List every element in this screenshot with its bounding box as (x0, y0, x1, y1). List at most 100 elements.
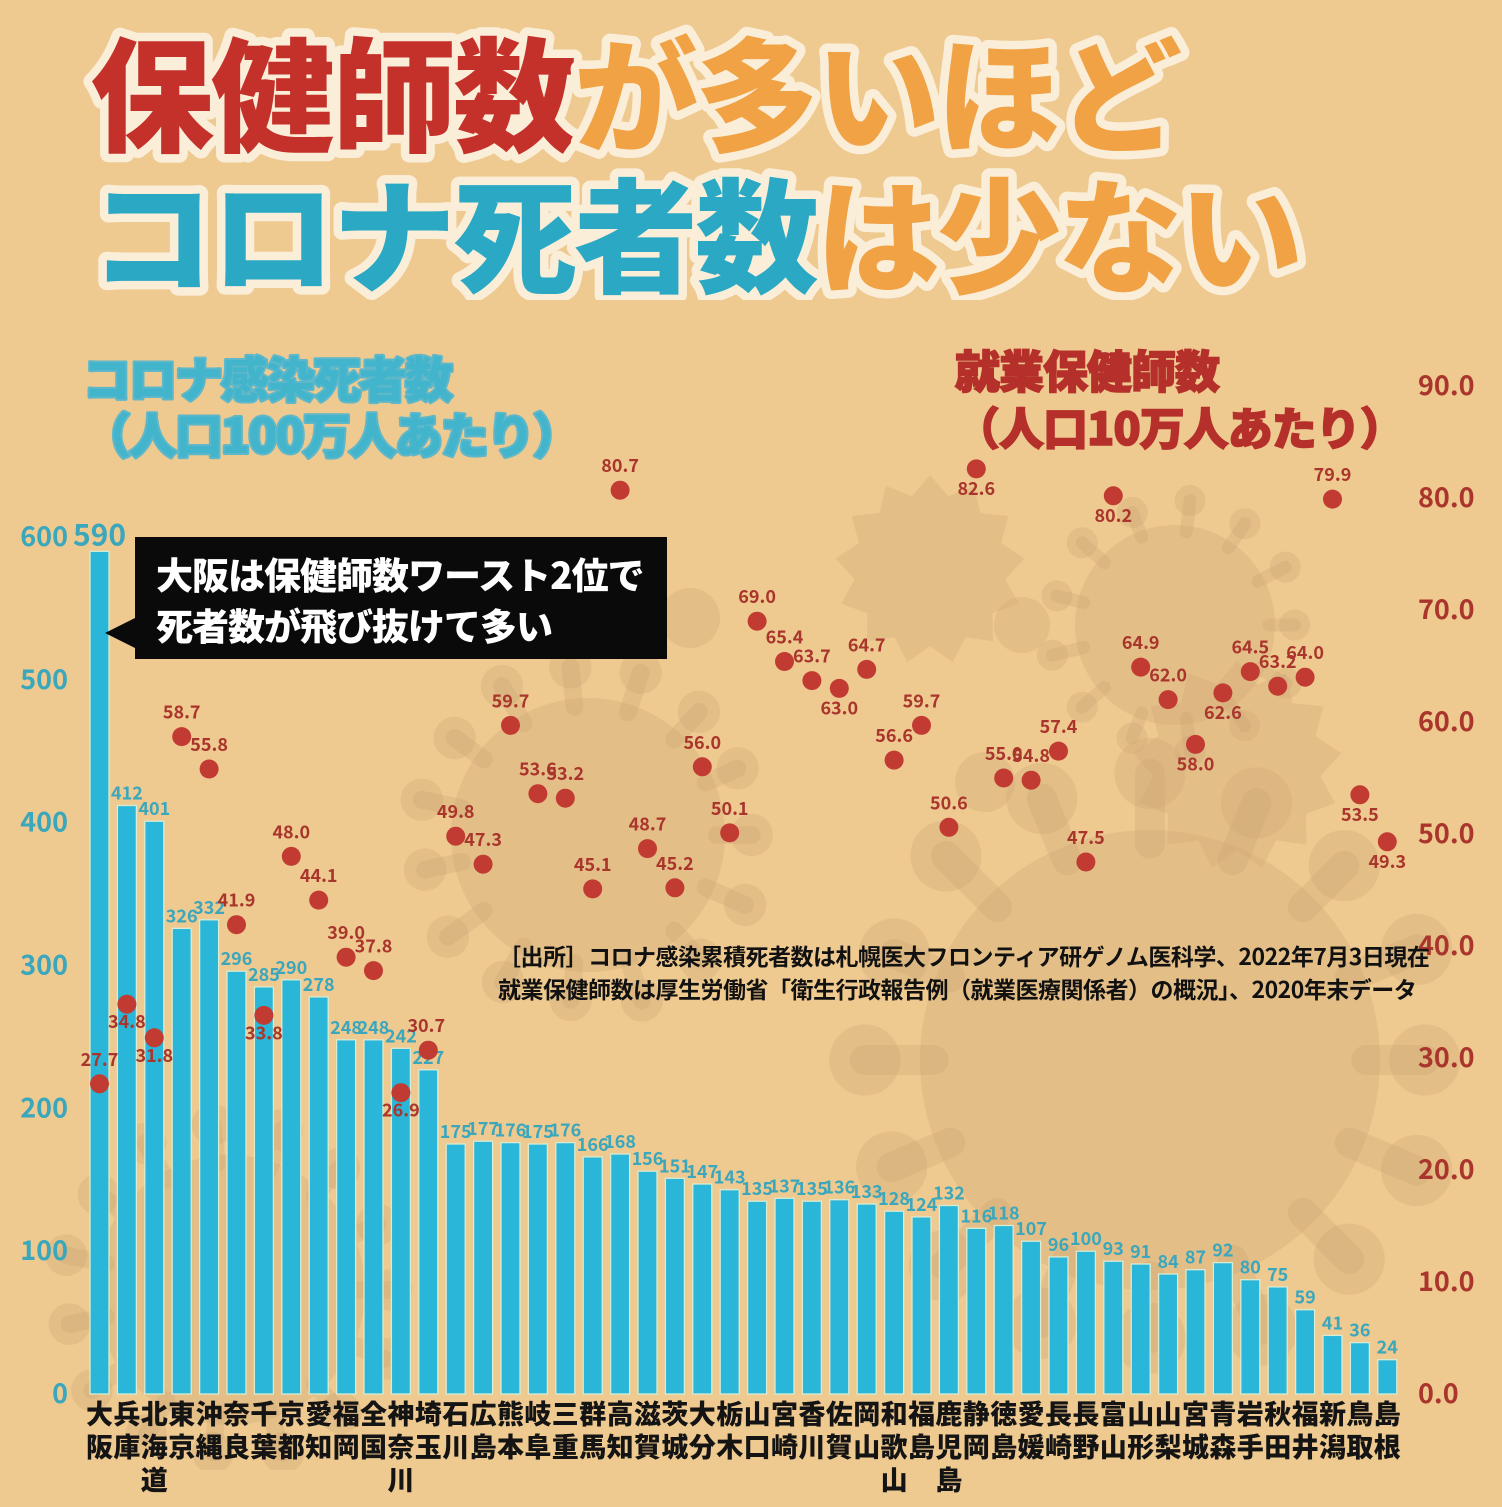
svg-text:401: 401 (138, 795, 170, 821)
svg-text:27.7: 27.7 (81, 1046, 119, 1072)
svg-text:100: 100 (20, 1229, 68, 1268)
svg-text:取: 取 (1346, 1426, 1373, 1465)
svg-text:縄: 縄 (196, 1426, 223, 1465)
svg-text:50.0: 50.0 (1418, 812, 1475, 851)
svg-text:84: 84 (1157, 1248, 1179, 1274)
svg-text:島: 島 (908, 1426, 935, 1465)
svg-text:知: 知 (305, 1426, 332, 1465)
svg-text:41: 41 (1322, 1309, 1343, 1335)
svg-text:木: 木 (716, 1426, 743, 1465)
svg-text:岡: 岡 (963, 1426, 990, 1465)
svg-text:媛: 媛 (1018, 1426, 1045, 1465)
svg-text:63.7: 63.7 (793, 643, 831, 669)
svg-text:200: 200 (20, 1086, 68, 1125)
svg-text:道: 道 (141, 1459, 168, 1498)
svg-text:48.0: 48.0 (272, 818, 310, 844)
svg-text:山: 山 (881, 1459, 908, 1498)
svg-text:阪: 阪 (86, 1426, 113, 1465)
svg-text:山: 山 (853, 1426, 880, 1465)
svg-text:梨: 梨 (1155, 1426, 1182, 1465)
svg-text:分: 分 (689, 1426, 716, 1465)
svg-text:49.3: 49.3 (1368, 848, 1406, 874)
svg-text:59.7: 59.7 (492, 687, 530, 713)
svg-text:53.2: 53.2 (546, 760, 584, 786)
svg-text:34.8: 34.8 (108, 1008, 146, 1034)
svg-text:潟: 潟 (1319, 1426, 1346, 1465)
svg-text:50.1: 50.1 (711, 795, 749, 821)
svg-text:75: 75 (1267, 1261, 1288, 1287)
svg-text:80.2: 80.2 (1094, 502, 1132, 528)
svg-text:107: 107 (1015, 1215, 1047, 1241)
svg-text:54.8: 54.8 (1012, 742, 1050, 768)
svg-text:崎: 崎 (771, 1426, 798, 1465)
svg-text:葉: 葉 (250, 1426, 277, 1465)
svg-text:玉: 玉 (415, 1426, 442, 1465)
svg-text:33.8: 33.8 (245, 1019, 283, 1045)
svg-text:80: 80 (1240, 1254, 1261, 1280)
svg-text:90.0: 90.0 (1418, 370, 1475, 403)
svg-text:64.0: 64.0 (1286, 639, 1324, 665)
svg-text:300: 300 (20, 944, 68, 983)
svg-text:36: 36 (1349, 1317, 1370, 1343)
svg-text:62.6: 62.6 (1204, 699, 1242, 725)
svg-text:本: 本 (497, 1426, 524, 1465)
svg-text:就業保健師数は厚生労働省「衛生行政報告例（就業医療関係者）の: 就業保健師数は厚生労働省「衛生行政報告例（就業医療関係者）の概況」、2020年末… (498, 971, 1416, 1005)
svg-text:庫: 庫 (113, 1426, 140, 1465)
svg-text:根: 根 (1374, 1426, 1401, 1465)
svg-text:24: 24 (1377, 1334, 1399, 1360)
svg-text:川: 川 (798, 1426, 825, 1465)
svg-text:阜: 阜 (524, 1426, 551, 1465)
svg-text:田: 田 (1264, 1426, 1291, 1465)
svg-text:80.7: 80.7 (601, 452, 639, 478)
svg-text:手: 手 (1237, 1426, 1264, 1465)
svg-text:31.8: 31.8 (135, 1042, 173, 1068)
svg-text:48.7: 48.7 (629, 811, 667, 837)
svg-text:87: 87 (1185, 1244, 1206, 1270)
svg-text:良: 良 (223, 1426, 250, 1465)
svg-text:59: 59 (1294, 1284, 1315, 1310)
svg-text:川: 川 (442, 1426, 469, 1465)
svg-text:口: 口 (744, 1426, 771, 1465)
svg-text:92: 92 (1212, 1237, 1233, 1263)
svg-text:城: 城 (1182, 1426, 1209, 1465)
svg-text:47.3: 47.3 (464, 826, 502, 852)
svg-text:知: 知 (607, 1426, 634, 1465)
svg-text:重: 重 (552, 1426, 579, 1465)
svg-text:26.9: 26.9 (382, 1097, 420, 1123)
svg-text:47.5: 47.5 (1067, 824, 1105, 850)
svg-text:56.6: 56.6 (875, 722, 913, 748)
svg-text:国: 国 (360, 1426, 387, 1465)
svg-text:45.2: 45.2 (656, 850, 694, 876)
svg-text:島: 島 (990, 1426, 1017, 1465)
svg-text:63.0: 63.0 (820, 694, 858, 720)
svg-text:56.0: 56.0 (683, 729, 721, 755)
svg-text:44.1: 44.1 (300, 862, 338, 888)
svg-text:賀: 賀 (826, 1426, 853, 1465)
svg-text:82.6: 82.6 (957, 475, 995, 501)
svg-text:城: 城 (661, 1426, 688, 1465)
svg-text:30.0: 30.0 (1418, 1036, 1475, 1075)
svg-text:58.0: 58.0 (1177, 750, 1215, 776)
svg-text:島: 島 (935, 1459, 962, 1498)
svg-text:41.9: 41.9 (218, 887, 256, 913)
svg-text:賀: 賀 (634, 1426, 661, 1465)
svg-text:62.0: 62.0 (1149, 662, 1187, 688)
svg-text:49.8: 49.8 (437, 798, 475, 824)
svg-text:55.8: 55.8 (190, 731, 228, 757)
svg-text:400: 400 (20, 801, 68, 840)
svg-text:64.7: 64.7 (848, 631, 886, 657)
svg-text:64.9: 64.9 (1122, 629, 1160, 655)
svg-text:野: 野 (1072, 1426, 1099, 1465)
svg-text:井: 井 (1292, 1426, 1319, 1465)
svg-text:［出所］コロナ感染累積死者数は札幌医大フロンティア研ゲノム医: ［出所］コロナ感染累積死者数は札幌医大フロンティア研ゲノム医科学、2022年7月… (498, 940, 1429, 972)
svg-text:37.8: 37.8 (355, 933, 393, 959)
svg-text:79.9: 79.9 (1314, 461, 1352, 487)
svg-text:形: 形 (1127, 1426, 1154, 1465)
svg-text:岡: 岡 (333, 1426, 360, 1465)
svg-text:100: 100 (1070, 1225, 1102, 1251)
svg-text:0.0: 0.0 (1418, 1372, 1459, 1411)
svg-text:山: 山 (1100, 1426, 1127, 1465)
svg-text:20.0: 20.0 (1418, 1148, 1475, 1187)
svg-text:0: 0 (52, 1372, 68, 1411)
svg-text:60.0: 60.0 (1418, 700, 1475, 739)
